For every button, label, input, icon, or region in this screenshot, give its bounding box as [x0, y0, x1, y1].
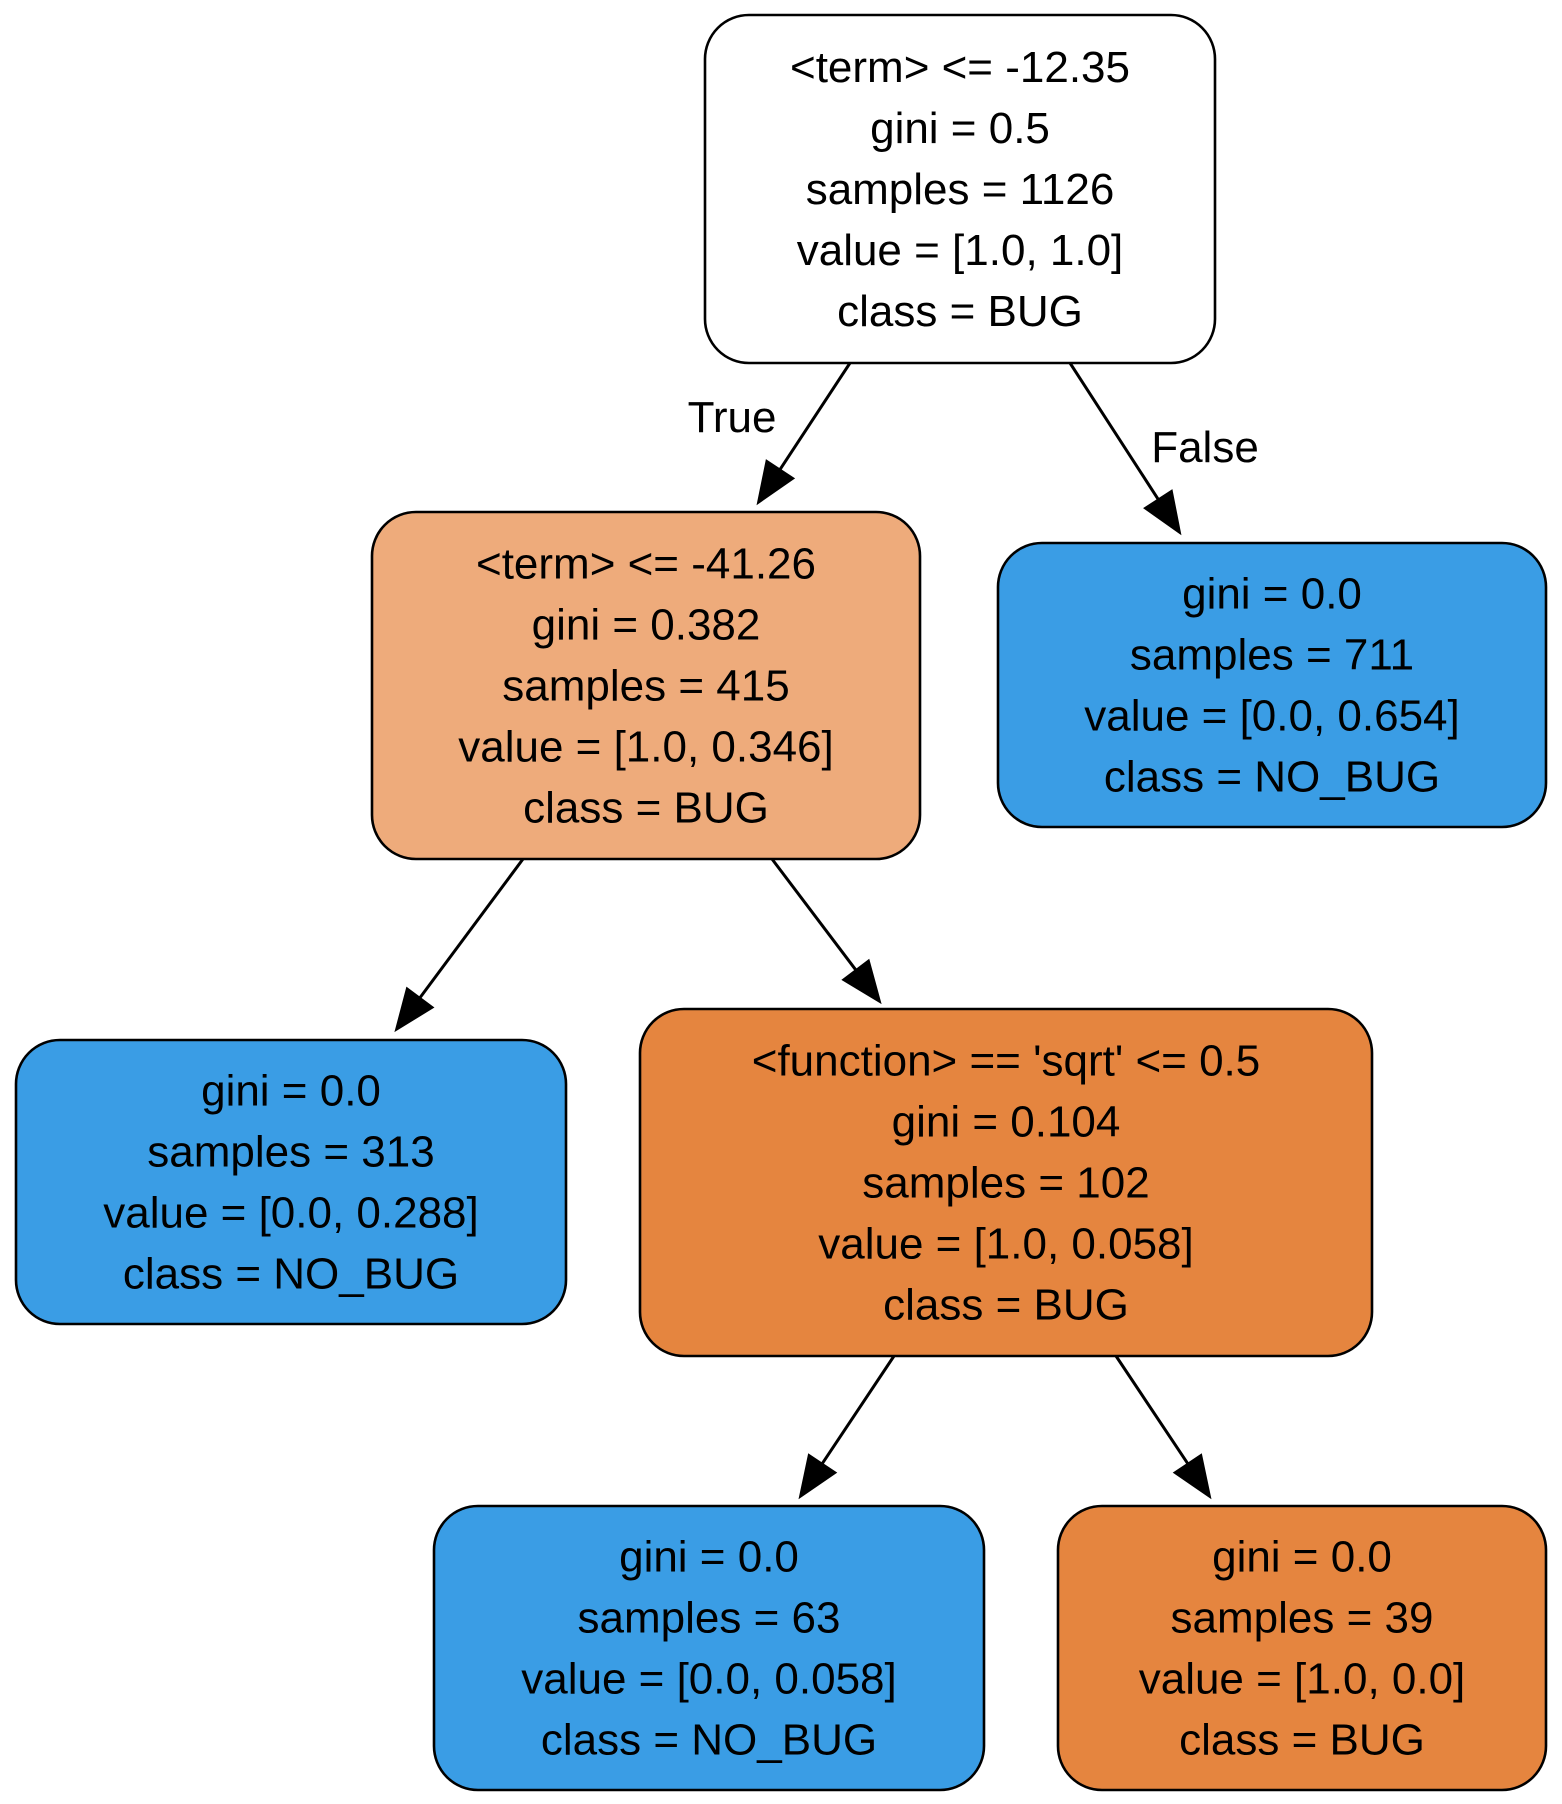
- node-term-text: <term> <= -41.26: [476, 540, 816, 589]
- edge-line: [820, 1355, 896, 1465]
- node-value-text: value = [0.0, 0.654]: [1084, 692, 1460, 741]
- tree-node-left-right-right: gini = 0.0 samples = 39 value = [1.0, 0.0]…: [1056, 1504, 1548, 1792]
- tree-node-root: <term> <= -12.35 gini = 0.5 samples = 1126…: [703, 13, 1217, 365]
- node-box: [1056, 1504, 1548, 1792]
- node-box: [432, 1504, 986, 1792]
- tree-node-left-left: gini = 0.0 samples = 313 value = [0.0, 0.2…: [14, 1038, 568, 1326]
- node-class-text: class = BUG: [523, 784, 769, 833]
- edge-line: [418, 858, 525, 999]
- arrowhead-icon: [1143, 489, 1182, 536]
- arrowhead-icon: [394, 986, 435, 1033]
- arrowhead-icon: [756, 459, 796, 506]
- node-gini-text: gini = 0.0: [619, 1533, 799, 1582]
- tree-node-right: gini = 0.0 samples = 711 value = [0.0, 0.6…: [996, 541, 1548, 829]
- node-class-text: class = BUG: [1179, 1716, 1425, 1765]
- node-samples-text: samples = 102: [862, 1159, 1149, 1208]
- arrowhead-icon: [1172, 1453, 1212, 1500]
- edges-layer: True False: [394, 362, 1259, 1500]
- node-gini-text: gini = 0.0: [1212, 1533, 1392, 1582]
- edge-line: [1068, 362, 1160, 501]
- node-gini-text: gini = 0.0: [201, 1067, 381, 1116]
- edge-root-to-right: False: [1068, 362, 1259, 536]
- node-box: [14, 1038, 568, 1326]
- edge-line: [770, 858, 858, 971]
- node-class-text: class = BUG: [883, 1281, 1129, 1330]
- node-box: [370, 510, 922, 861]
- node-box: [638, 1007, 1374, 1358]
- node-gini-text: gini = 0.382: [532, 601, 761, 650]
- node-gini-text: gini = 0.104: [892, 1098, 1121, 1147]
- edge-root-to-left: True: [688, 362, 852, 506]
- node-box: [703, 13, 1217, 365]
- node-value-text: value = [0.0, 0.288]: [103, 1189, 479, 1238]
- node-class-text: class = NO_BUG: [1104, 753, 1440, 802]
- edge-left-to-left-left: [394, 858, 525, 1033]
- node-samples-text: samples = 63: [578, 1594, 841, 1643]
- node-box: [996, 541, 1548, 829]
- edge-left-right-to-left-right-right: [1114, 1355, 1212, 1500]
- node-value-text: value = [0.0, 0.058]: [521, 1655, 897, 1704]
- nodes-layer: <term> <= -12.35 gini = 0.5 samples = 1126…: [14, 13, 1548, 1792]
- node-class-text: class = NO_BUG: [123, 1250, 459, 1299]
- node-gini-text: gini = 0.0: [1182, 570, 1362, 619]
- edge-label-true: True: [688, 393, 777, 442]
- node-value-text: value = [1.0, 0.058]: [818, 1220, 1194, 1269]
- node-value-text: value = [1.0, 1.0]: [797, 226, 1124, 275]
- node-function-text: <function> == 'sqrt' <= 0.5: [752, 1037, 1261, 1086]
- tree-node-left-right-left: gini = 0.0 samples = 63 value = [0.0, 0.05…: [432, 1504, 986, 1792]
- node-class-text: class = BUG: [837, 287, 1083, 336]
- arrowhead-icon: [841, 958, 882, 1005]
- node-samples-text: samples = 39: [1171, 1594, 1434, 1643]
- node-samples-text: samples = 415: [502, 662, 789, 711]
- edge-left-to-left-right: [770, 858, 882, 1005]
- node-term-text: <term> <= -12.35: [790, 43, 1130, 92]
- edge-line: [1114, 1355, 1190, 1465]
- node-value-text: value = [1.0, 0.346]: [458, 723, 834, 772]
- node-class-text: class = NO_BUG: [541, 1716, 877, 1765]
- edge-label-false: False: [1151, 423, 1259, 472]
- node-samples-text: samples = 711: [1130, 631, 1414, 680]
- edge-line: [778, 362, 852, 471]
- node-samples-text: samples = 1126: [806, 165, 1115, 214]
- edge-left-right-to-left-right-left: [798, 1355, 896, 1500]
- tree-node-left-right: <function> == 'sqrt' <= 0.5 gini = 0.104 s…: [638, 1007, 1374, 1358]
- node-gini-text: gini = 0.5: [870, 104, 1050, 153]
- node-value-text: value = [1.0, 0.0]: [1139, 1655, 1466, 1704]
- tree-node-left: <term> <= -41.26 gini = 0.382 samples = 41…: [370, 510, 922, 861]
- node-samples-text: samples = 313: [147, 1128, 434, 1177]
- arrowhead-icon: [798, 1453, 838, 1500]
